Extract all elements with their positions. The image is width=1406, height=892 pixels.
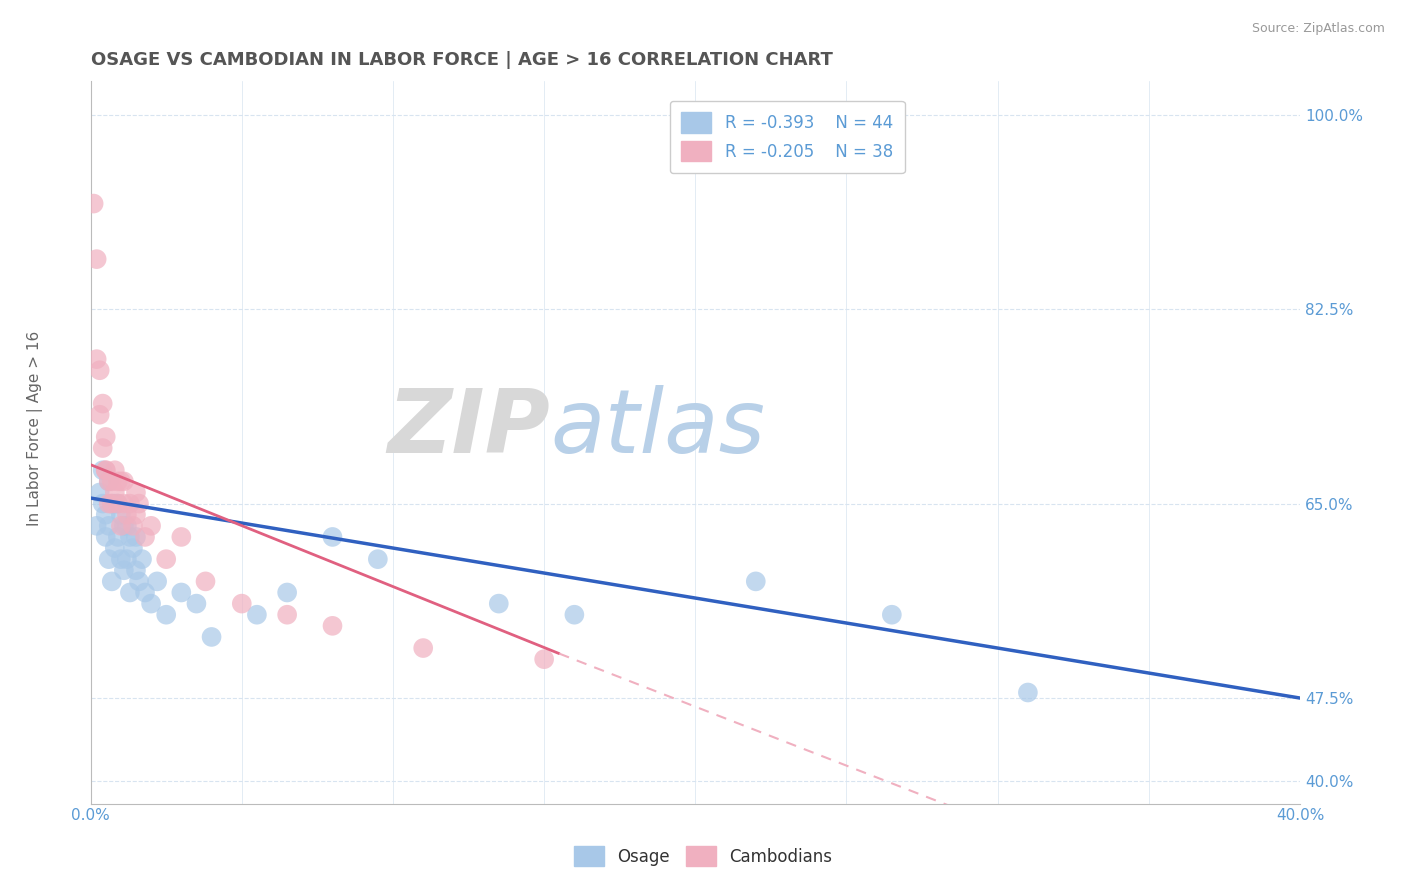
- Legend: Osage, Cambodians: Osage, Cambodians: [567, 839, 839, 873]
- Point: [94, 430, 117, 444]
- Point: [321, 619, 343, 633]
- Text: In Labor Force | Age > 16: In Labor Force | Age > 16: [27, 331, 44, 525]
- Point: [107, 530, 129, 544]
- Point: [125, 530, 148, 544]
- Point: [115, 518, 138, 533]
- Point: [488, 597, 510, 611]
- Point: [276, 607, 298, 622]
- Point: [200, 630, 222, 644]
- Text: ZIP: ZIP: [388, 384, 550, 472]
- Point: [246, 607, 269, 622]
- Point: [1017, 685, 1039, 699]
- Point: [101, 497, 124, 511]
- Text: atlas: atlas: [550, 385, 765, 471]
- Point: [321, 530, 343, 544]
- Point: [186, 597, 208, 611]
- Point: [89, 408, 111, 422]
- Point: [97, 497, 120, 511]
- Point: [112, 563, 135, 577]
- Point: [91, 396, 114, 410]
- Point: [118, 497, 141, 511]
- Point: [122, 518, 145, 533]
- Point: [128, 497, 150, 511]
- Point: [94, 530, 117, 544]
- Point: [86, 518, 108, 533]
- Point: [94, 463, 117, 477]
- Point: [97, 552, 120, 566]
- Point: [745, 574, 768, 589]
- Point: [101, 574, 124, 589]
- Point: [125, 508, 148, 522]
- Point: [104, 497, 127, 511]
- Point: [91, 441, 114, 455]
- Point: [139, 597, 162, 611]
- Point: [107, 497, 129, 511]
- Point: [104, 463, 127, 477]
- Point: [89, 485, 111, 500]
- Point: [115, 508, 138, 522]
- Text: Source: ZipAtlas.com: Source: ZipAtlas.com: [1251, 22, 1385, 36]
- Point: [194, 574, 217, 589]
- Point: [533, 652, 555, 666]
- Point: [107, 475, 129, 489]
- Point: [367, 552, 389, 566]
- Text: OSAGE VS CAMBODIAN IN LABOR FORCE | AGE > 16 CORRELATION CHART: OSAGE VS CAMBODIAN IN LABOR FORCE | AGE …: [90, 51, 832, 69]
- Point: [155, 607, 177, 622]
- Point: [155, 552, 177, 566]
- Point: [112, 497, 135, 511]
- Point: [97, 475, 120, 489]
- Point: [134, 585, 156, 599]
- Point: [170, 585, 193, 599]
- Point: [139, 518, 162, 533]
- Point: [112, 475, 135, 489]
- Point: [125, 485, 148, 500]
- Point: [110, 508, 132, 522]
- Point: [128, 574, 150, 589]
- Point: [89, 363, 111, 377]
- Point: [101, 497, 124, 511]
- Point: [231, 597, 253, 611]
- Point: [112, 518, 135, 533]
- Point: [115, 552, 138, 566]
- Point: [110, 475, 132, 489]
- Point: [104, 485, 127, 500]
- Point: [276, 585, 298, 599]
- Point: [104, 541, 127, 555]
- Point: [146, 574, 169, 589]
- Point: [110, 518, 132, 533]
- Point: [94, 508, 117, 522]
- Point: [412, 641, 434, 656]
- Point: [118, 530, 141, 544]
- Point: [170, 530, 193, 544]
- Point: [91, 497, 114, 511]
- Point: [880, 607, 903, 622]
- Point: [131, 552, 153, 566]
- Point: [94, 463, 117, 477]
- Point: [564, 607, 586, 622]
- Point: [107, 497, 129, 511]
- Point: [118, 585, 141, 599]
- Point: [122, 541, 145, 555]
- Point: [101, 475, 124, 489]
- Point: [134, 530, 156, 544]
- Point: [97, 518, 120, 533]
- Point: [83, 196, 105, 211]
- Point: [110, 552, 132, 566]
- Point: [125, 563, 148, 577]
- Point: [97, 475, 120, 489]
- Point: [86, 352, 108, 367]
- Point: [86, 252, 108, 267]
- Point: [91, 463, 114, 477]
- Legend: R = -0.393    N = 44, R = -0.205    N = 38: R = -0.393 N = 44, R = -0.205 N = 38: [669, 101, 904, 173]
